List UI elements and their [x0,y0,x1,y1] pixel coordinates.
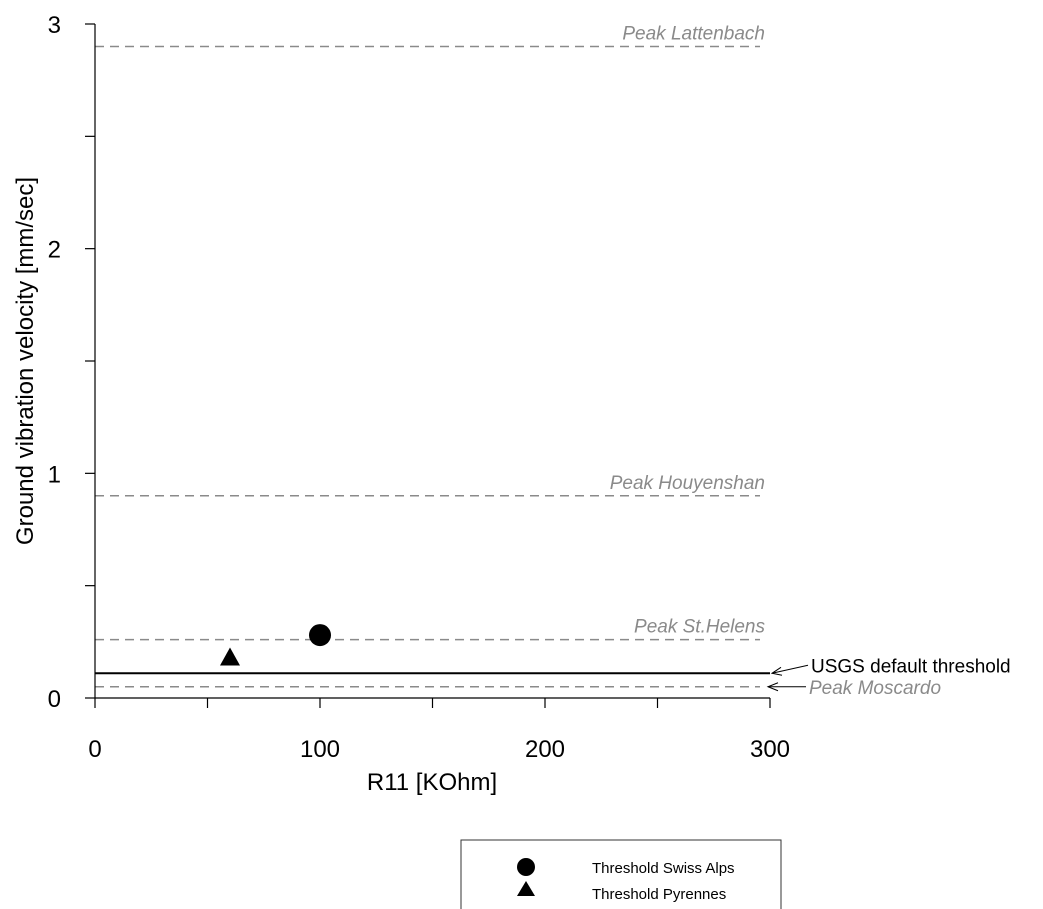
y-tick-label-0: 0 [48,686,61,713]
ref-label-houyenshan: Peak Houyenshan [610,473,765,494]
legend-label-pyrennes: Threshold Pyrennes [592,886,726,903]
legend-label-swiss-alps: Threshold Swiss Alps [592,860,735,877]
ref-label-moscardo: Peak Moscardo [809,678,941,699]
usgs-arrow-head [770,666,783,676]
legend-circle-marker [517,858,535,876]
point-pyrennes [220,647,240,666]
x-tick-label-0: 0 [88,736,101,763]
y-tick-label-1: 1 [48,461,61,488]
x-ticks [94,698,771,708]
ref-label-sthelens: Peak St.Helens [634,617,765,638]
moscardo-arrow-head [766,682,779,692]
y-tick-label-3: 3 [48,12,61,39]
axes: 0 1 2 3 0 100 200 300 R11 [KOhm] Ground … [12,12,790,796]
point-swiss-alps [309,624,331,647]
data-points [220,624,331,666]
x-tick-label-1: 100 [300,736,340,763]
x-tick-label-2: 200 [525,736,565,763]
ref-label-lattenbach: Peak Lattenbach [622,23,765,44]
usgs-arrow-line [771,664,809,674]
y-ticks [85,23,95,699]
y-tick-label-2: 2 [48,237,61,264]
x-axis-title: R11 [KOhm] [367,769,497,796]
x-tick-label-3: 300 [750,736,790,763]
legend-triangle-marker [517,881,535,896]
legend-box [460,839,782,909]
legend: Threshold Swiss Alps Threshold Pyrennes [460,839,782,909]
usgs-threshold-label: USGS default threshold [811,656,1011,677]
y-axis-title: Ground vibration velocity [mm/sec] [12,177,39,545]
reference-lines-layer: Peak Lattenbach Peak Houyenshan Peak St.… [95,23,1011,699]
